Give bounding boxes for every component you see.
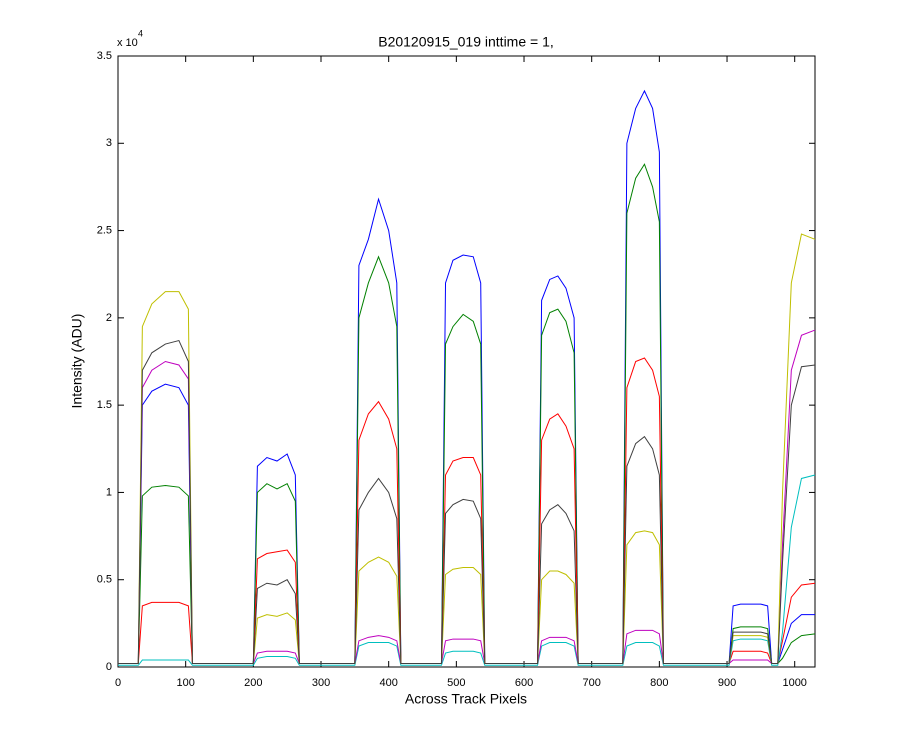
x-tick-label: 1000 [782, 677, 806, 689]
y-axis-label: Intensity (ADU) [69, 314, 85, 409]
y-multiplier: x 10 [117, 37, 138, 49]
y-tick-label: 0.5 [97, 574, 112, 586]
plot-area [117, 55, 816, 668]
x-tick-label: 800 [650, 677, 668, 689]
x-axis-label: Across Track Pixels [405, 691, 527, 707]
data-line [118, 163, 816, 665]
x-tick-label: 200 [244, 677, 262, 689]
x-tick-label: 500 [447, 677, 465, 689]
y-tick-label: 3.5 [97, 50, 112, 62]
data-line [118, 357, 816, 665]
data-line [118, 329, 816, 665]
x-tick-label: 300 [312, 677, 330, 689]
x-tick-label: 400 [379, 677, 397, 689]
x-tick-label: 700 [583, 677, 601, 689]
y-tick-label: 0 [106, 661, 112, 673]
chart-title: B20120915_019 inttime = 1, [378, 34, 554, 50]
y-tick-label: 2.5 [97, 224, 112, 236]
data-line [118, 474, 816, 666]
x-tick-label: 0 [115, 677, 121, 689]
data-line [118, 233, 816, 665]
y-tick-label: 1 [106, 486, 112, 498]
data-line [118, 89, 815, 665]
x-tick-label: 900 [718, 677, 736, 689]
y-tick-label: 2 [106, 312, 112, 324]
data-line [118, 339, 816, 665]
y-tick-label: 3 [106, 137, 112, 149]
x-tick-label: 100 [176, 677, 194, 689]
y-multiplier-exponent: 4 [138, 28, 143, 38]
x-tick-label: 600 [515, 677, 533, 689]
y-tick-label: 1.5 [97, 399, 112, 411]
